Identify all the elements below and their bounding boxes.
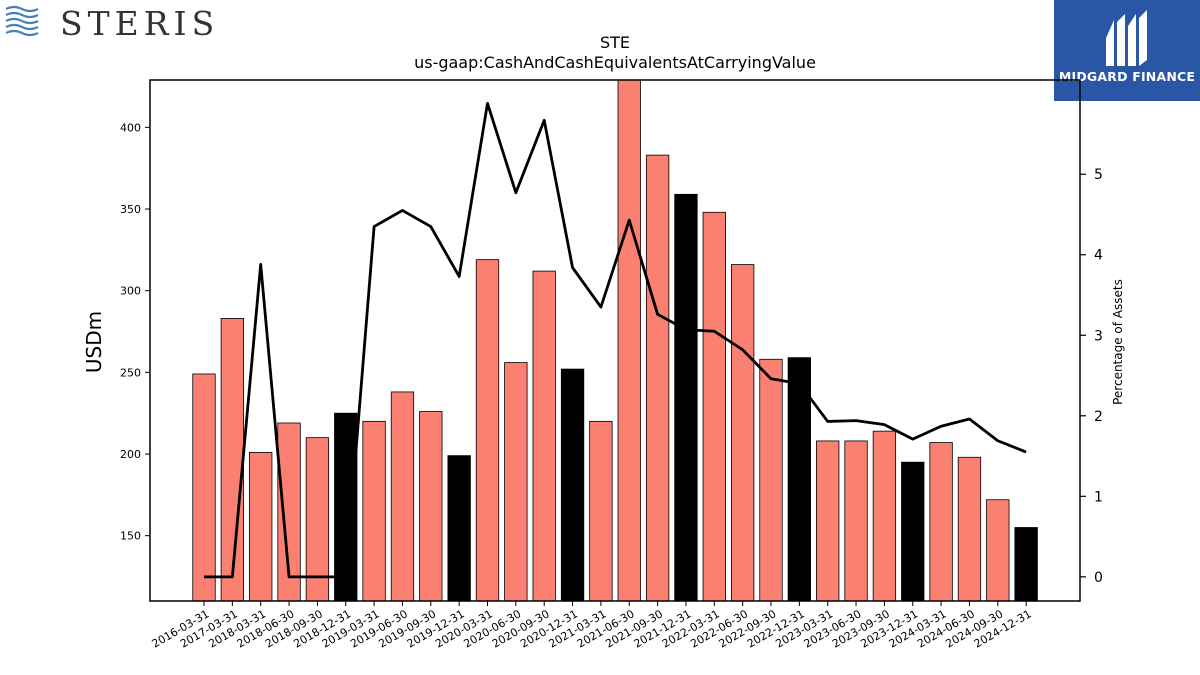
bar xyxy=(674,193,698,602)
y-tick-label: 350 xyxy=(120,203,141,216)
bar xyxy=(929,442,953,602)
bar xyxy=(872,430,897,602)
m-monogram-icon xyxy=(1106,10,1147,66)
bar xyxy=(589,420,613,602)
bar xyxy=(390,391,415,602)
bar xyxy=(419,411,443,602)
percentage-line xyxy=(204,101,1027,579)
bar xyxy=(192,373,216,602)
bar xyxy=(362,420,386,602)
plot-frame xyxy=(149,79,1081,602)
brand-name: STERIS xyxy=(60,4,220,43)
y-tick-label: 200 xyxy=(120,448,141,461)
bar xyxy=(986,499,1010,602)
bar xyxy=(617,79,641,602)
y2-axis-label: Percentage of Assets xyxy=(1111,279,1125,405)
steris-logo: STERIS xyxy=(4,4,214,43)
chart-title: STE xyxy=(600,33,630,52)
bar xyxy=(645,154,670,602)
y2-tick-label: 2 xyxy=(1094,409,1103,425)
bar xyxy=(504,362,528,602)
wave-lines-icon xyxy=(5,5,39,37)
y-tick-label: 300 xyxy=(120,285,141,298)
y-tick-label: 400 xyxy=(120,121,141,134)
bar xyxy=(447,455,471,602)
y-axis-label: USDm xyxy=(82,311,106,373)
bar xyxy=(220,318,245,602)
y2-tick-label: 4 xyxy=(1094,248,1103,264)
bar xyxy=(532,270,556,602)
y2-tick-label: 0 xyxy=(1094,570,1103,586)
y-tick-label: 150 xyxy=(120,530,141,543)
bar xyxy=(844,440,868,602)
y2-tick-label: 5 xyxy=(1094,167,1103,183)
y-tick-label: 250 xyxy=(120,366,141,379)
chart-subtitle: us-gaap:CashAndCashEquivalentsAtCarrying… xyxy=(414,53,816,72)
bar xyxy=(816,440,840,602)
y2-tick-label: 3 xyxy=(1094,328,1103,344)
bar xyxy=(702,211,726,602)
midgard-brand-name: MIDGARD FINANCE xyxy=(1058,69,1196,84)
bar xyxy=(759,358,783,602)
bar xyxy=(731,264,755,602)
bar xyxy=(560,368,585,602)
bar xyxy=(1014,527,1038,602)
bar xyxy=(249,451,273,602)
bar xyxy=(475,259,500,602)
bar xyxy=(957,456,982,602)
y2-tick-label: 1 xyxy=(1094,489,1103,505)
bar xyxy=(901,461,925,602)
midgard-finance-logo: MIDGARD FINANCE xyxy=(1054,0,1200,101)
